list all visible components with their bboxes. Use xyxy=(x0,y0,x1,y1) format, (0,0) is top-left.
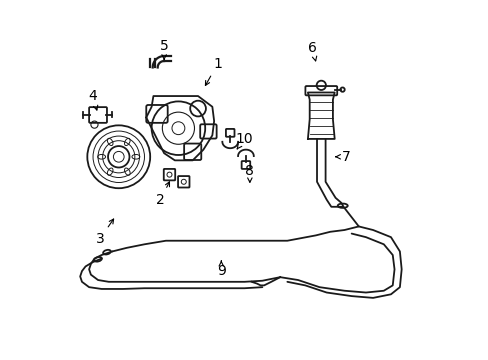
Text: 5: 5 xyxy=(160,39,168,59)
Text: 4: 4 xyxy=(88,89,98,110)
Text: 8: 8 xyxy=(245,164,254,182)
Text: 10: 10 xyxy=(235,132,253,149)
Text: 9: 9 xyxy=(216,261,225,278)
Text: 2: 2 xyxy=(156,182,169,207)
Text: 1: 1 xyxy=(205,57,222,85)
Text: 7: 7 xyxy=(335,150,350,164)
Text: 6: 6 xyxy=(307,41,316,61)
Text: 3: 3 xyxy=(95,219,113,246)
